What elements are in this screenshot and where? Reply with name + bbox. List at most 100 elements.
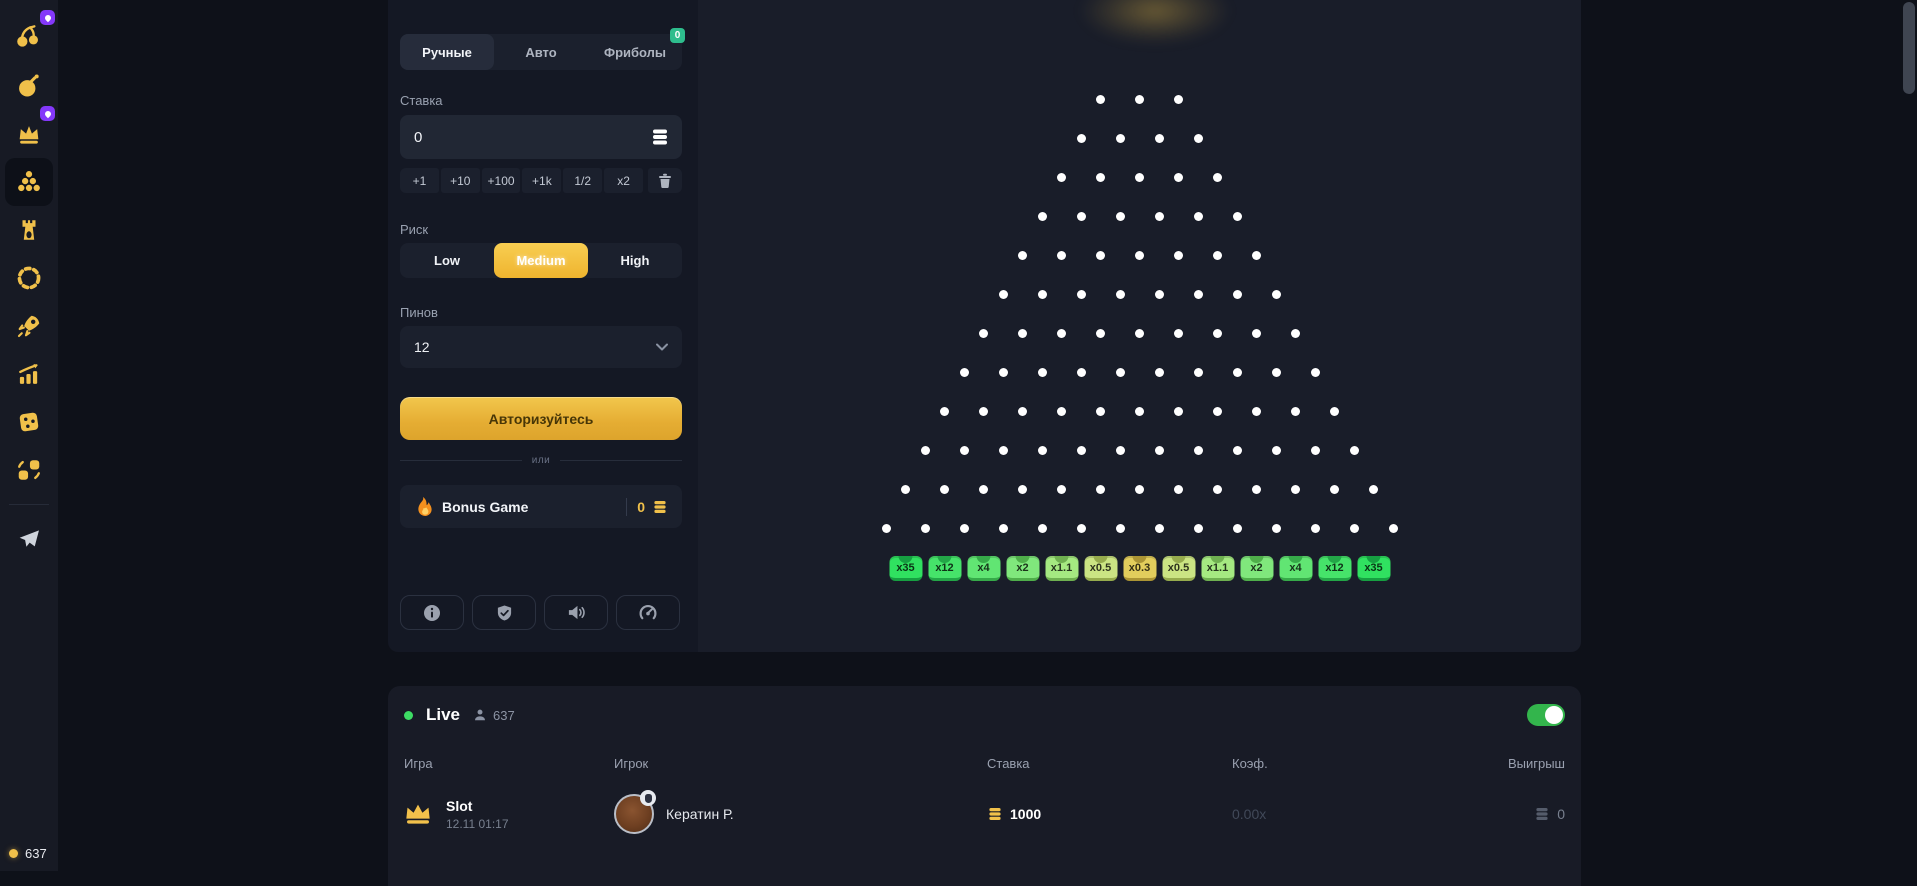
bonus-value: 0 [637,499,645,515]
mode-tabs: Ручные Авто Фриболы 0 [400,34,682,70]
peg [1194,134,1203,143]
sidebar-item-bomb[interactable] [5,62,53,110]
risk-label: Риск [400,222,682,237]
peg [1194,212,1203,221]
sidebar-item-rocket[interactable] [5,302,53,350]
fairness-button[interactable] [472,595,536,630]
sidebar-item-dice[interactable] [5,398,53,446]
bucket-multiplier-label: x1.1 [1051,562,1072,574]
peg [1174,329,1183,338]
sidebar-item-tower[interactable] [5,206,53,254]
bet-input[interactable] [400,115,682,159]
peg [999,290,1008,299]
peg-row [1057,173,1222,182]
quick-bet-button[interactable]: x2 [604,168,643,193]
tab-auto[interactable]: Авто [494,34,588,70]
telegram-icon [16,526,42,552]
multiplier-bucket: x35 [1357,556,1390,581]
peg [1096,95,1105,104]
chart-up-icon [15,360,43,388]
clear-bet-button[interactable] [648,168,682,193]
peg [1311,524,1320,533]
risk-low-button[interactable]: Low [400,243,494,278]
peg-row [979,329,1300,338]
peg [1018,329,1027,338]
game-info: Slot 12.11 01:17 [446,798,509,831]
peg [1311,368,1320,377]
peg [1077,212,1086,221]
online-count: 637 [25,846,47,861]
live-toggle[interactable] [1527,704,1565,726]
crown-icon [15,120,43,148]
risk-medium-button[interactable]: Medium [494,243,588,278]
peg [1135,485,1144,494]
peg [1389,524,1398,533]
quick-bet-button[interactable]: +10 [441,168,480,193]
info-button[interactable] [400,595,464,630]
live-table-row[interactable]: Slot 12.11 01:17 Кератин Р. 1000 0.00x [388,787,1581,841]
sidebar [0,0,58,871]
shield-check-icon [496,604,513,622]
sidebar-item-crown[interactable] [5,110,53,158]
speaker-icon [567,604,586,621]
bucket-multiplier-label: x0.5 [1168,562,1189,574]
quick-bet-button[interactable]: +1 [400,168,439,193]
sidebar-item-coinflip[interactable] [5,446,53,494]
slot-crown-icon [404,802,432,826]
peg [1233,290,1242,299]
peg-row [1077,134,1203,143]
peg [1252,251,1261,260]
pins-select[interactable]: 12 [400,326,682,368]
toggle-knob [1545,706,1563,724]
tab-freebets[interactable]: Фриболы 0 [588,34,682,70]
peg [960,446,969,455]
peg [921,524,930,533]
quick-bet-button[interactable]: 1/2 [563,168,602,193]
peg [1252,407,1261,416]
fire-icon [414,496,432,518]
multiplier-bucket: x0.3 [1123,556,1156,581]
peg [1135,173,1144,182]
peg [1194,446,1203,455]
peg-row [921,446,1359,455]
peg [940,485,949,494]
peg [1213,485,1222,494]
freebets-badge: 0 [670,28,685,43]
peg [1233,446,1242,455]
sidebar-item-wheel[interactable] [5,254,53,302]
sound-button[interactable] [544,595,608,630]
sidebar-item-telegram[interactable] [5,515,53,563]
sidebar-item-cherries[interactable] [5,14,53,62]
risk-high-button[interactable]: High [588,243,682,278]
quick-bet-button[interactable]: +1k [522,168,561,193]
peg [1174,251,1183,260]
peg [1174,485,1183,494]
quick-bet-button[interactable]: +100 [482,168,521,193]
peg [1096,407,1105,416]
column-win: Выигрыш [1482,756,1565,771]
bet-field-wrap [400,115,682,159]
peg [1272,524,1281,533]
fast-mode-button[interactable] [616,595,680,630]
peg [1116,212,1125,221]
bomb-icon [15,72,43,100]
promo-badge-icon [40,10,55,25]
scrollbar-thumb[interactable] [1903,2,1915,94]
tab-manual[interactable]: Ручные [400,34,494,70]
person-icon [473,708,487,722]
login-button[interactable]: Авторизуйтесь [400,397,682,440]
coef-cell: 0.00x [1232,806,1482,822]
peg [1077,290,1086,299]
sidebar-item-chart[interactable] [5,350,53,398]
sidebar-item-plinko[interactable] [5,158,53,206]
bonus-game-row[interactable]: Bonus Game 0 [400,485,682,528]
bet-controls-panel: Ручные Авто Фриболы 0 Ставка +1+10+100+1… [388,0,698,652]
bucket-multiplier-label: x4 [977,562,989,574]
peg [1155,134,1164,143]
peg [999,368,1008,377]
bucket-multiplier-label: x0.3 [1129,562,1150,574]
peg [1213,407,1222,416]
player-cell: Кератин Р. [614,794,987,834]
peg [1194,368,1203,377]
